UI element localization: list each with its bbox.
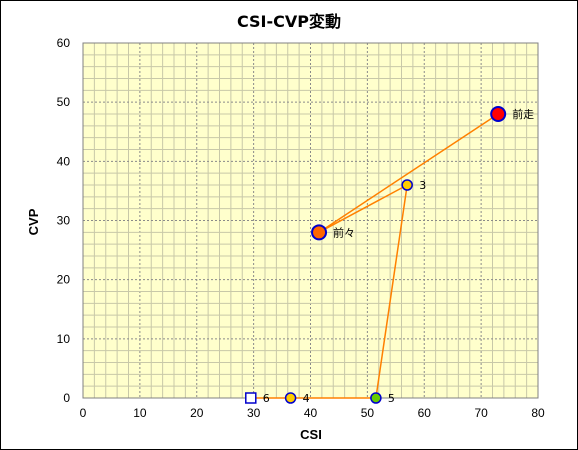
point-label: 6 bbox=[263, 392, 270, 405]
y-tick-label: 20 bbox=[57, 273, 71, 287]
y-tick-label: 60 bbox=[57, 36, 71, 50]
x-tick-label: 50 bbox=[361, 406, 375, 420]
x-tick-label: 60 bbox=[418, 406, 432, 420]
y-axis-label: CVP bbox=[26, 208, 41, 235]
trajectory-segment bbox=[375, 184, 408, 399]
point-label: 5 bbox=[388, 392, 395, 405]
x-tick-label: 0 bbox=[80, 406, 87, 420]
y-tick-label: 40 bbox=[57, 154, 71, 168]
x-tick-label: 70 bbox=[474, 406, 488, 420]
data-point bbox=[245, 392, 257, 404]
x-tick-labels: 0 10 20 30 40 50 60 70 80 bbox=[80, 406, 545, 420]
grid-lines bbox=[82, 42, 539, 399]
y-tick-label: 10 bbox=[57, 332, 71, 346]
x-tick-label: 30 bbox=[247, 406, 261, 420]
point-label: 前々 bbox=[333, 225, 355, 239]
x-tick-label: 80 bbox=[531, 406, 545, 420]
x-axis-label: CSI bbox=[300, 427, 322, 442]
trajectory-lines bbox=[250, 113, 499, 399]
trajectory-segment bbox=[318, 184, 408, 233]
x-tick-label: 40 bbox=[304, 406, 318, 420]
point-label: 4 bbox=[303, 392, 310, 405]
x-tick-label: 10 bbox=[133, 406, 147, 420]
data-points bbox=[245, 106, 507, 404]
y-tick-label: 30 bbox=[57, 214, 71, 228]
data-point bbox=[490, 106, 507, 122]
data-point bbox=[370, 392, 382, 404]
y-tick-labels: 0 10 20 30 40 50 60 bbox=[57, 36, 71, 405]
chart-title: CSI-CVP変動 bbox=[237, 12, 341, 31]
y-tick-label: 50 bbox=[57, 95, 71, 109]
point-label: 前走 bbox=[512, 107, 534, 121]
x-tick-label: 20 bbox=[190, 406, 204, 420]
data-point bbox=[284, 392, 297, 404]
y-tick-label: 0 bbox=[63, 391, 70, 405]
point-label: 3 bbox=[419, 179, 426, 192]
trajectory-segment bbox=[318, 113, 499, 233]
data-point bbox=[401, 179, 413, 191]
data-point bbox=[311, 224, 328, 241]
